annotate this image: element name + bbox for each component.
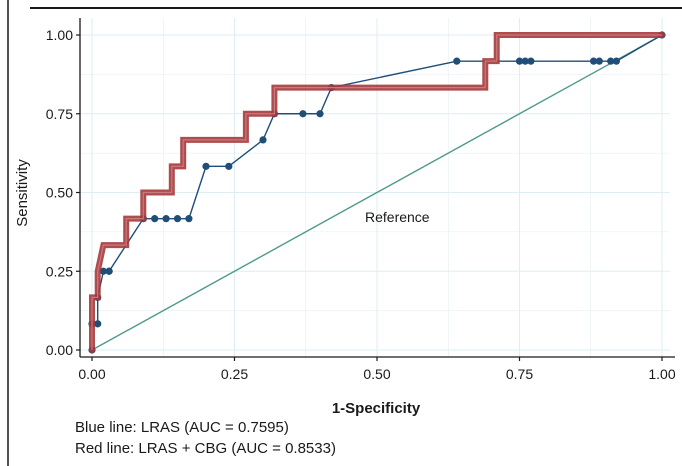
data-point-blue [185,215,193,223]
data-point-blue [527,57,535,65]
series-red [89,32,665,353]
caption-red-line: Red line: LRAS + CBG (AUC = 0.8533) [75,440,336,457]
y-axis-label: Sensitivity [14,159,31,227]
reference-diagonal-line [91,34,663,351]
x-tick-label: 0.75 [506,366,533,382]
data-point-blue [453,57,461,65]
data-point-blue [259,136,267,144]
reference-line-group [91,34,663,351]
axes: 0.00 0.00 0.25 0.25 0.50 0.50 0.75 0.75 1.00 1.00 [46,18,676,382]
data-point-blue [99,267,107,275]
data-point-blue [173,215,182,223]
data-point-blue [94,320,102,328]
data-point-blue [299,110,307,118]
y-tick-label: 1.00 [46,27,73,43]
data-point-blue [105,267,113,275]
y-tick-label: 0.75 [46,106,73,122]
data-point-blue [595,57,603,65]
series-group [88,31,666,354]
data-point-blue [225,162,233,170]
data-point-blue [151,215,159,223]
x-tick-label: 0.25 [221,366,248,382]
grid [80,18,670,357]
y-tick-label: 0.25 [46,263,73,279]
data-point-blue [202,162,210,170]
data-point-blue [607,57,615,65]
data-point-blue [162,215,170,223]
x-tick-label: 0.00 [78,366,105,382]
data-point-blue [316,110,324,118]
series-line-red-highlight [91,34,662,350]
y-tick-label: 0.00 [46,342,73,358]
x-tick-label: 0.50 [363,366,390,382]
caption-blue-line: Blue line: LRAS (AUC = 0.7595) [75,419,289,436]
data-point-blue [521,57,529,65]
data-point-blue [515,57,524,65]
reference-annotation: Reference [365,209,430,225]
x-tick-label: 1.00 [648,366,675,382]
x-axis-label: 1-Specificity [332,400,421,417]
data-point-blue [612,57,621,65]
y-tick-label: 0.50 [46,185,73,201]
data-point-blue [590,57,598,65]
